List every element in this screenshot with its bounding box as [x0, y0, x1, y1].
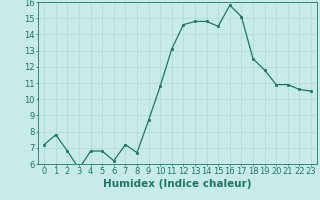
X-axis label: Humidex (Indice chaleur): Humidex (Indice chaleur): [103, 179, 252, 189]
